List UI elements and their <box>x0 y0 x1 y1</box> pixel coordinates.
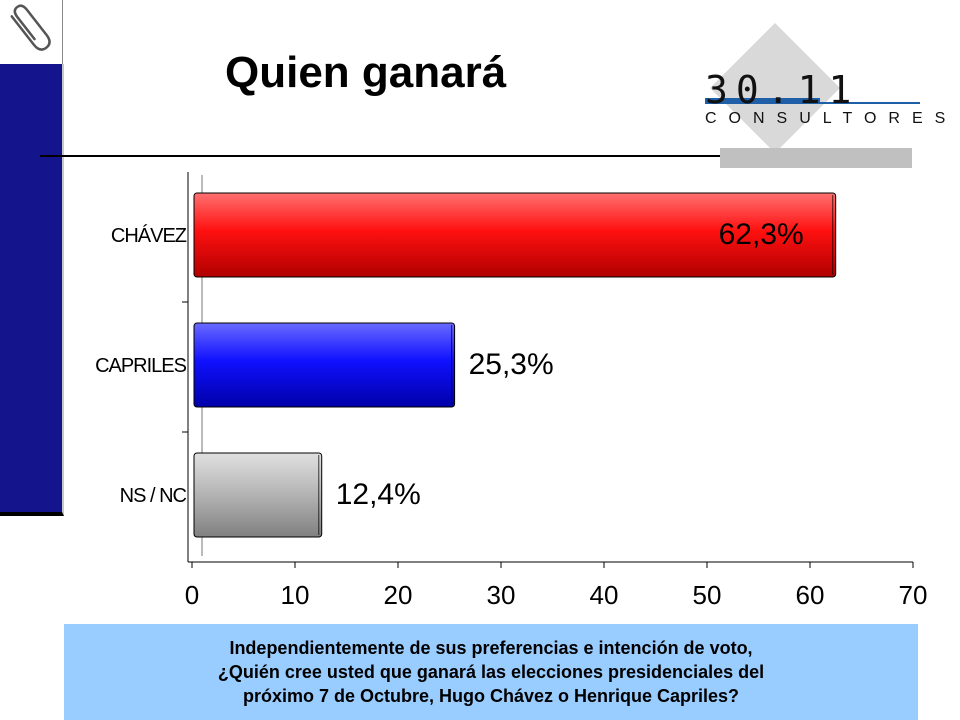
bar-chart: 0 10 20 30 40 50 60 70 CHÁVEZ 62,3% CAPRILES 25,3% N… <box>95 172 928 610</box>
logo-underline-blue <box>705 98 820 104</box>
logo-subtitle: CONSULTORES <box>705 110 958 127</box>
logo-diamond <box>710 23 840 153</box>
bar-2 <box>193 452 323 538</box>
x-tick-label: 50 <box>693 580 722 610</box>
question-line-3: próximo 7 de Octubre, Hugo Chávez o Henr… <box>242 686 740 706</box>
x-tick-label: 0 <box>185 580 199 610</box>
question-line-1: Independientemente de sus preferencias e… <box>229 638 753 658</box>
company-logo: 30.11 CONSULTORES <box>690 18 945 168</box>
data-label-2: 12,4% <box>336 478 421 511</box>
x-tick-label: 60 <box>796 580 825 610</box>
paperclip-area <box>0 0 63 64</box>
x-tick-label: 70 <box>899 580 928 610</box>
x-tick-label: 20 <box>384 580 413 610</box>
x-tick-label: 40 <box>590 580 619 610</box>
logo-line-blue <box>820 102 920 104</box>
x-tick-label: 10 <box>281 580 310 610</box>
left-sidebar-band <box>0 64 64 516</box>
category-label-2: NS / NC <box>120 485 187 507</box>
logo-bar-gray <box>720 148 912 168</box>
slide-title: Quien ganará <box>225 48 507 97</box>
data-label-1: 25,3% <box>469 348 554 381</box>
x-tick-label: 30 <box>487 580 516 610</box>
data-label-0: 62,3% <box>719 218 804 251</box>
paperclip-icon <box>10 4 51 51</box>
question-box: Independientemente de sus preferencias e… <box>64 624 918 720</box>
header-rule <box>40 155 912 157</box>
category-label-1: CAPRILES <box>95 355 187 377</box>
question-line-2: ¿Quién cree usted que ganará las eleccio… <box>217 662 765 682</box>
bar-1 <box>193 322 456 408</box>
bar-0 <box>193 192 837 278</box>
logo-number: 30.11 <box>705 68 860 112</box>
category-label-0: CHÁVEZ <box>111 224 187 247</box>
